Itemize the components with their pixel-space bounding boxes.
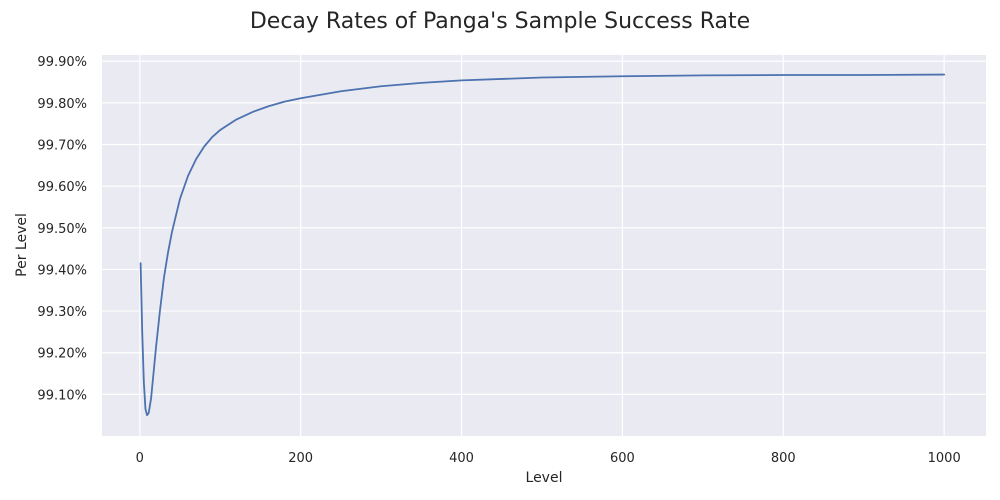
grid	[102, 55, 986, 436]
y-tick-label: 99.40%	[37, 263, 87, 278]
y-tick-label: 99.60%	[37, 180, 87, 195]
y-tick-label: 99.30%	[37, 305, 87, 320]
x-tick-label: 400	[449, 451, 474, 466]
y-tick-label: 99.90%	[37, 55, 87, 70]
y-tick-label: 99.80%	[37, 97, 87, 112]
x-tick-label: 600	[610, 451, 635, 466]
x-tick-label: 1000	[928, 451, 961, 466]
x-axis-label: Level	[526, 470, 563, 486]
plot-area	[102, 55, 986, 436]
series-group	[139, 73, 946, 417]
x-tick-label: 800	[771, 451, 796, 466]
tick-labels: 0 200 400 600 800 1000 99.10% 99.20% 99.30% 99.40…	[37, 55, 960, 466]
x-tick-label: 0	[136, 451, 144, 466]
series-line-0	[139, 73, 946, 417]
y-axis-label: Per Level	[14, 213, 30, 277]
y-tick-label: 99.70%	[37, 139, 87, 154]
chart-title: Decay Rates of Panga's Sample Success Ra…	[250, 9, 750, 34]
x-tick-label: 200	[288, 451, 313, 466]
y-tick-label: 99.10%	[37, 388, 87, 403]
y-tick-label: 99.50%	[37, 222, 87, 237]
y-tick-label: 99.20%	[37, 347, 87, 362]
